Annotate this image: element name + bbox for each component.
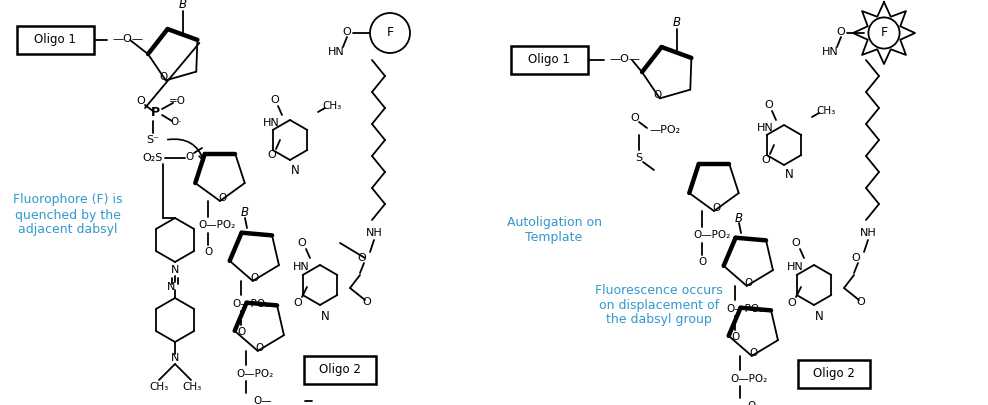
Text: F: F bbox=[386, 26, 393, 40]
Text: Oligo 1: Oligo 1 bbox=[34, 34, 76, 47]
Text: O: O bbox=[251, 273, 259, 283]
Text: Fluorescence occurs
on displacement of
the dabsyl group: Fluorescence occurs on displacement of t… bbox=[595, 284, 723, 326]
Text: O: O bbox=[256, 343, 264, 353]
Text: N: N bbox=[815, 311, 823, 324]
Text: O·: O· bbox=[170, 117, 182, 127]
Text: O: O bbox=[185, 152, 193, 162]
Text: Oligo 2: Oligo 2 bbox=[319, 364, 361, 377]
Text: —O—: —O— bbox=[112, 34, 143, 44]
Text: NH: NH bbox=[860, 228, 876, 238]
Text: O—PO₂: O—PO₂ bbox=[694, 230, 730, 240]
Text: O: O bbox=[218, 193, 226, 203]
Text: B: B bbox=[735, 211, 743, 224]
Text: O: O bbox=[750, 348, 758, 358]
Text: N: N bbox=[167, 282, 175, 292]
Text: O: O bbox=[271, 95, 280, 105]
Text: O—PO₂: O—PO₂ bbox=[232, 299, 270, 309]
Text: O: O bbox=[837, 27, 846, 37]
Text: F: F bbox=[880, 26, 887, 40]
Text: —PO₂: —PO₂ bbox=[649, 125, 680, 135]
Text: O: O bbox=[363, 297, 371, 307]
Text: O: O bbox=[343, 27, 352, 37]
Text: O: O bbox=[745, 278, 753, 288]
Text: N: N bbox=[290, 164, 299, 177]
Text: O: O bbox=[268, 150, 277, 160]
Text: O: O bbox=[765, 100, 774, 110]
Text: CH₃: CH₃ bbox=[183, 382, 202, 392]
Text: O: O bbox=[857, 297, 865, 307]
Text: O: O bbox=[160, 72, 168, 82]
Text: O: O bbox=[204, 247, 212, 257]
Text: CH₃: CH₃ bbox=[816, 106, 836, 116]
Text: —O—: —O— bbox=[609, 54, 640, 64]
Text: HN: HN bbox=[757, 123, 774, 133]
Text: B: B bbox=[673, 15, 681, 28]
Text: N: N bbox=[171, 265, 179, 275]
Text: O₂S: O₂S bbox=[142, 153, 163, 163]
Text: O: O bbox=[293, 298, 302, 308]
Text: O: O bbox=[136, 96, 145, 106]
Text: O: O bbox=[654, 90, 662, 100]
Text: O: O bbox=[787, 298, 796, 308]
Text: O: O bbox=[762, 155, 771, 165]
Text: NH: NH bbox=[366, 228, 382, 238]
Text: Fluorophore (F) is
quenched by the
adjacent dabsyl: Fluorophore (F) is quenched by the adjac… bbox=[13, 194, 123, 237]
Circle shape bbox=[868, 17, 900, 49]
Text: S⁻: S⁻ bbox=[146, 135, 159, 145]
Text: N: N bbox=[784, 168, 793, 181]
Text: HN: HN bbox=[328, 47, 345, 57]
Text: N: N bbox=[171, 353, 179, 363]
Text: HN: HN bbox=[293, 262, 310, 272]
Text: S: S bbox=[635, 153, 642, 163]
Text: HN: HN bbox=[822, 47, 839, 57]
Text: O: O bbox=[630, 113, 639, 123]
Text: O—PO₂: O—PO₂ bbox=[726, 304, 764, 314]
Text: O—: O— bbox=[747, 401, 766, 405]
Circle shape bbox=[370, 13, 410, 53]
Text: O—PO₂: O—PO₂ bbox=[730, 374, 768, 384]
Text: O—PO₂: O—PO₂ bbox=[199, 220, 235, 230]
Text: O—PO₂: O—PO₂ bbox=[236, 369, 274, 379]
FancyBboxPatch shape bbox=[511, 46, 588, 74]
Text: O: O bbox=[297, 238, 306, 248]
Text: Oligo 2: Oligo 2 bbox=[813, 367, 855, 381]
Text: O: O bbox=[731, 332, 739, 342]
Text: O: O bbox=[852, 253, 861, 263]
Text: B: B bbox=[179, 0, 187, 11]
Text: CH₃: CH₃ bbox=[149, 382, 169, 392]
Text: O—: O— bbox=[253, 396, 272, 405]
Text: O: O bbox=[698, 257, 706, 267]
Text: P: P bbox=[150, 107, 160, 119]
Text: O: O bbox=[358, 253, 367, 263]
FancyBboxPatch shape bbox=[798, 360, 870, 388]
Text: O: O bbox=[712, 203, 720, 213]
FancyBboxPatch shape bbox=[304, 356, 376, 384]
Text: B: B bbox=[241, 207, 249, 220]
Text: =O: =O bbox=[169, 96, 186, 106]
Text: O: O bbox=[791, 238, 800, 248]
Text: Autoligation on
Template: Autoligation on Template bbox=[507, 216, 602, 244]
Text: HN: HN bbox=[263, 118, 280, 128]
FancyBboxPatch shape bbox=[17, 26, 94, 54]
Text: Oligo 1: Oligo 1 bbox=[528, 53, 570, 66]
Text: HN: HN bbox=[787, 262, 804, 272]
Text: O: O bbox=[237, 327, 245, 337]
Text: CH₃: CH₃ bbox=[322, 101, 342, 111]
Text: N: N bbox=[321, 311, 329, 324]
